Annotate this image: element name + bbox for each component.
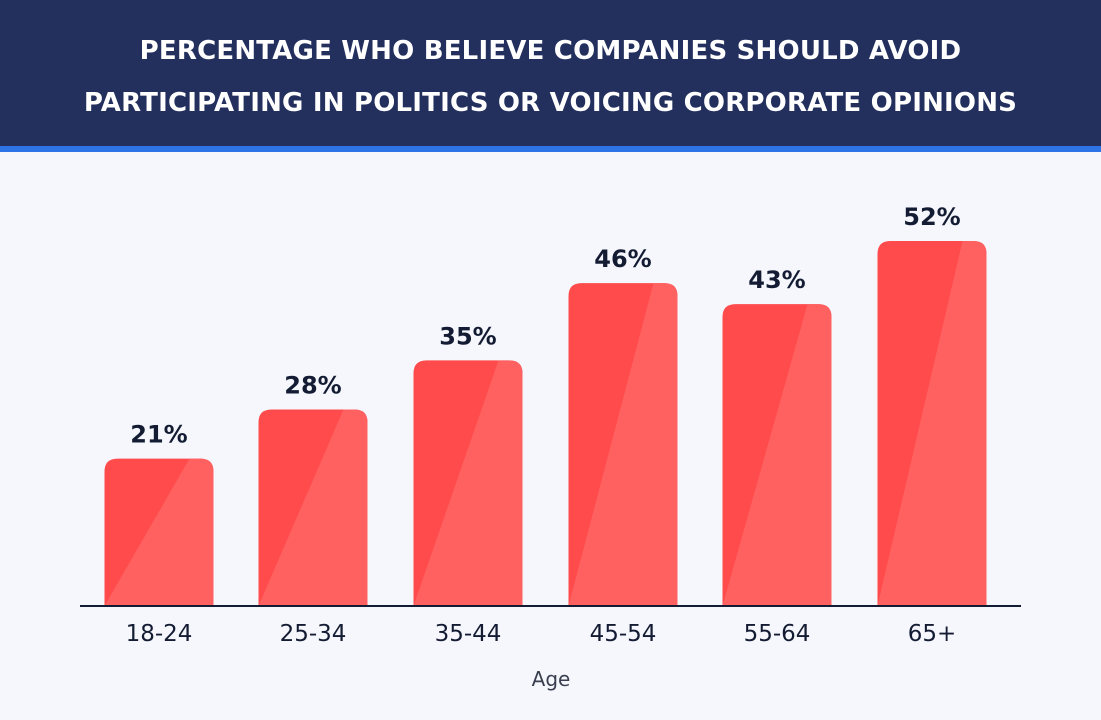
bar-35-44 — [413, 360, 523, 606]
bar-highlight — [258, 409, 368, 606]
bar-highlight — [568, 283, 678, 606]
x-tick-label-65+: 65+ — [908, 621, 957, 647]
x-tick-label-45-54: 45-54 — [590, 621, 657, 647]
bar-highlight — [722, 304, 832, 606]
value-label-35-44: 35% — [439, 322, 496, 350]
bars-layer — [104, 241, 987, 606]
bar-65+ — [877, 241, 987, 606]
value-label-65+: 52% — [903, 203, 960, 231]
bar-highlight — [877, 241, 987, 606]
chart-header: PERCENTAGE WHO BELIEVE COMPANIES SHOULD … — [0, 0, 1101, 152]
bar-45-54 — [568, 283, 678, 606]
x-tick-labels-layer: 18-24 25-34 35-44 45-54 55-64 65+ — [126, 621, 957, 647]
bar-25-34 — [258, 409, 368, 606]
x-tick-label-25-34: 25-34 — [280, 621, 347, 647]
x-tick-label-55-64: 55-64 — [744, 621, 811, 647]
bar-18-24 — [104, 458, 214, 606]
value-label-55-64: 43% — [748, 266, 805, 294]
chart-title-line-1: PERCENTAGE WHO BELIEVE COMPANIES SHOULD … — [139, 36, 962, 66]
value-labels-layer: 21% 28% 35% 46% 43% 52% — [130, 203, 960, 449]
bar-highlight — [413, 360, 523, 606]
chart-title-line-2: PARTICIPATING IN POLITICS OR VOICING COR… — [83, 88, 1018, 118]
bar-55-64 — [722, 304, 832, 606]
bar-highlight — [104, 458, 214, 606]
x-axis-title: Age — [532, 667, 571, 691]
value-label-18-24: 21% — [130, 421, 187, 449]
value-label-45-54: 46% — [594, 245, 651, 273]
value-label-25-34: 28% — [284, 371, 341, 399]
x-tick-label-18-24: 18-24 — [126, 621, 193, 647]
x-tick-label-35-44: 35-44 — [435, 621, 502, 647]
